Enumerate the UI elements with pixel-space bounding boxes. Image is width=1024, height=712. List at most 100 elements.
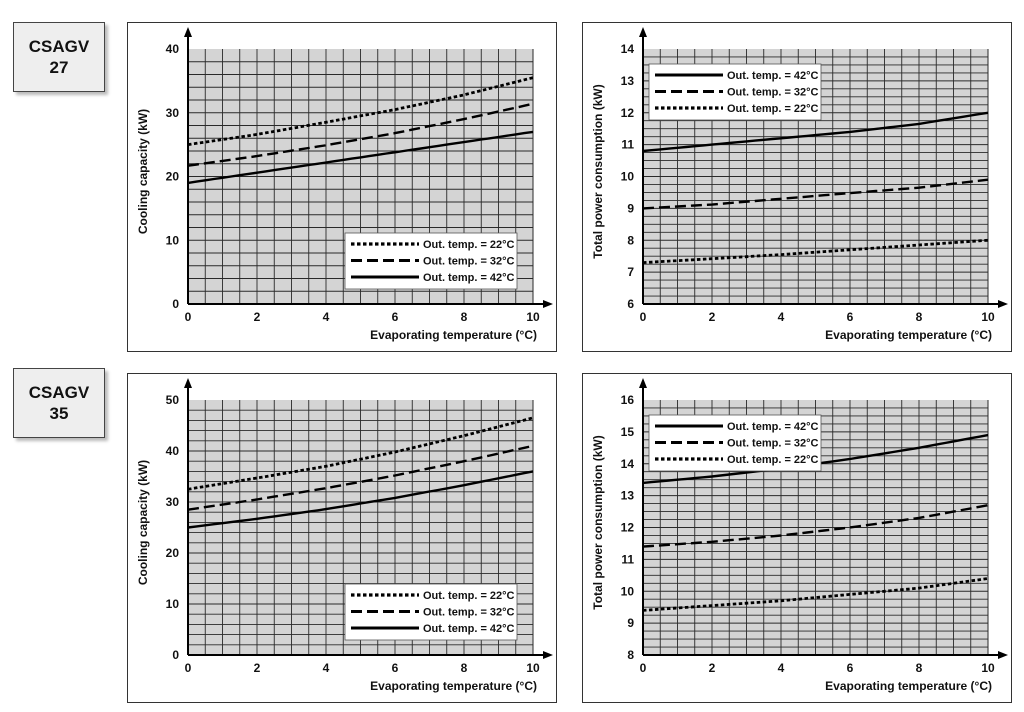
- y-axis-arrow: [639, 378, 647, 388]
- chart-panel-power-35: 0 2 4 6 8 10 8 9 10 11 12 13 14 15 16 Evaporating tempe…: [582, 373, 1012, 703]
- legend-label: Out. temp. = 32°C: [727, 438, 819, 450]
- series-line-dashed: [642, 504, 989, 548]
- x-tick-label: 6: [847, 661, 854, 675]
- y-tick-label: 10: [166, 233, 180, 247]
- y-tick-label: 12: [621, 106, 635, 120]
- legend-label: Out. temp. = 42°C: [727, 421, 819, 433]
- x-axis-arrow: [998, 651, 1008, 659]
- y-axis-label: Cooling capacity (kW): [136, 109, 150, 234]
- x-tick-label: 4: [323, 310, 330, 324]
- series-line-dotted: [187, 416, 534, 491]
- model-label-line1: CSAGV: [28, 37, 90, 56]
- legend: Out. temp. = 22°C Out. temp. = 32°C Out. t…: [344, 583, 518, 641]
- series-line-solid: [187, 470, 534, 529]
- x-axis-arrow: [543, 300, 553, 308]
- y-tick-label: 20: [166, 170, 180, 184]
- y-tick-label: 16: [621, 393, 635, 407]
- series-line-solid: [187, 130, 534, 185]
- y-axis-arrow: [639, 27, 647, 37]
- x-axis-label: Evaporating temperature (°C): [825, 679, 992, 693]
- chart-panel-power-27: 0 2 4 6 8 10 6 7 8 9 10 11 12 13 14 Evaporating tempera…: [582, 22, 1012, 352]
- legend-label: Out. temp. = 42°C: [727, 70, 819, 82]
- x-tick-label: 4: [778, 661, 785, 675]
- y-axis-arrow: [184, 27, 192, 37]
- legend: Out. temp. = 42°C Out. temp. = 32°C Out. t…: [648, 63, 822, 121]
- series-line-dotted: [642, 577, 989, 612]
- y-tick-label: 30: [166, 106, 180, 120]
- y-tick-label: 15: [621, 425, 635, 439]
- legend: Out. temp. = 42°C Out. temp. = 32°C Out. t…: [648, 414, 822, 472]
- y-tick-label: 13: [621, 489, 635, 503]
- series-line-dotted: [642, 238, 989, 264]
- y-tick-label: 20: [166, 546, 180, 560]
- y-tick-label: 14: [621, 457, 635, 471]
- x-tick-label: 8: [461, 310, 468, 324]
- legend: Out. temp. = 22°C Out. temp. = 32°C Out. t…: [344, 232, 518, 290]
- x-tick-label: 2: [709, 310, 716, 324]
- legend-label: Out. temp. = 22°C: [423, 590, 515, 602]
- y-tick-label: 10: [621, 584, 635, 598]
- x-tick-label: 6: [392, 310, 399, 324]
- y-tick-label: 8: [627, 233, 634, 247]
- model-label-line1: CSAGV: [28, 383, 90, 402]
- y-tick-label: 11: [621, 138, 634, 152]
- chart-capacity-35: 0 2 4 6 8 10 0 10 20 30 40 50 Evaporating temperatur…: [136, 378, 553, 693]
- y-tick-label: 9: [627, 616, 634, 630]
- y-tick-label: 10: [621, 170, 635, 184]
- x-tick-label: 8: [461, 661, 468, 675]
- x-axis-arrow: [998, 300, 1008, 308]
- x-tick-label: 0: [640, 310, 647, 324]
- series-line-dashed: [187, 444, 534, 511]
- x-tick-label: 0: [640, 661, 647, 675]
- y-tick-label: 50: [166, 393, 180, 407]
- y-tick-label: 10: [166, 597, 180, 611]
- x-axis-label: Evaporating temperature (°C): [825, 328, 992, 342]
- series-line-solid: [642, 111, 989, 153]
- y-tick-label: 7: [627, 265, 634, 279]
- x-tick-label: 4: [778, 310, 785, 324]
- series-line-dotted: [187, 76, 534, 146]
- series-line-dashed: [642, 178, 989, 210]
- x-tick-label: 8: [916, 310, 923, 324]
- x-tick-label: 2: [709, 661, 716, 675]
- legend-label: Out. temp. = 42°C: [423, 623, 515, 635]
- y-tick-label: 11: [621, 552, 634, 566]
- y-axis-arrow: [184, 378, 192, 388]
- y-tick-label: 40: [166, 444, 180, 458]
- model-label-line2: 27: [49, 58, 69, 77]
- legend-label: Out. temp. = 32°C: [423, 607, 515, 619]
- y-tick-label: 30: [166, 495, 180, 509]
- y-tick-label: 6: [627, 297, 634, 311]
- x-tick-label: 6: [392, 661, 399, 675]
- model-label-box-2: CSAGV 35: [13, 368, 105, 438]
- y-axis-label: Cooling capacity (kW): [136, 460, 150, 585]
- x-tick-label: 0: [185, 661, 192, 675]
- x-tick-label: 10: [526, 661, 540, 675]
- chart-power-35: 0 2 4 6 8 10 8 9 10 11 12 13 14 15 16 Evaporating tempe…: [591, 378, 1008, 693]
- x-tick-label: 10: [981, 661, 995, 675]
- legend-label: Out. temp. = 22°C: [727, 103, 819, 115]
- y-tick-label: 14: [621, 42, 635, 56]
- y-tick-label: 12: [621, 521, 635, 535]
- legend-label: Out. temp. = 42°C: [423, 272, 515, 284]
- series-line-dashed: [187, 102, 534, 167]
- model-label-line2: 35: [49, 404, 69, 423]
- y-tick-label: 40: [166, 42, 180, 56]
- chart-capacity-27: 0 2 4 6 8 10 0 10 20 30 40 Evaporating temperature …: [136, 27, 553, 342]
- y-tick-label: 8: [627, 648, 634, 662]
- legend-label: Out. temp. = 22°C: [423, 239, 515, 251]
- legend-label: Out. temp. = 32°C: [423, 256, 515, 268]
- x-tick-label: 2: [254, 661, 261, 675]
- grid: [643, 49, 988, 304]
- x-tick-label: 0: [185, 310, 192, 324]
- y-tick-label: 9: [627, 201, 634, 215]
- chart-panel-capacity-35: 0 2 4 6 8 10 0 10 20 30 40 50 Evaporating temperatur…: [127, 373, 557, 703]
- x-axis-label: Evaporating temperature (°C): [370, 328, 537, 342]
- chart-power-27: 0 2 4 6 8 10 6 7 8 9 10 11 12 13 14 Evaporating tempera…: [591, 27, 1008, 342]
- legend-label: Out. temp. = 22°C: [727, 454, 819, 466]
- legend-label: Out. temp. = 32°C: [727, 87, 819, 99]
- x-tick-label: 2: [254, 310, 261, 324]
- x-axis-arrow: [543, 651, 553, 659]
- x-tick-label: 4: [323, 661, 330, 675]
- x-tick-label: 6: [847, 310, 854, 324]
